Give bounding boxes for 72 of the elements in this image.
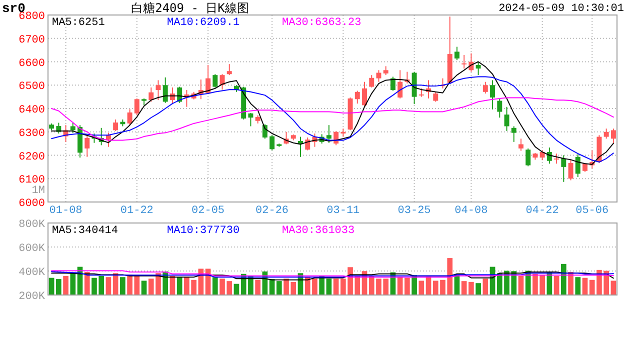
- candlestick: [526, 148, 531, 167]
- text: MA30:361033: [282, 225, 355, 237]
- y-tick-label: 200K: [18, 291, 46, 303]
- y-tick-label: 6600: [18, 58, 45, 70]
- candlestick: [326, 124, 332, 144]
- annotation: 2024-05-09 10:30:01: [498, 3, 624, 15]
- candlestick: [156, 80, 161, 101]
- candlestick: [84, 134, 90, 158]
- y-tick-label: 6500: [18, 81, 45, 94]
- candlestick: [561, 154, 566, 182]
- candlestick: [106, 132, 111, 148]
- x-tick-label: 03-25: [398, 205, 431, 217]
- candlestick: [490, 80, 496, 110]
- candlestick: [226, 64, 232, 76]
- x-tick-label: 04-22: [526, 205, 559, 217]
- candlestick: [462, 54, 467, 70]
- candlestick: [369, 74, 374, 88]
- candlestick: [206, 64, 211, 94]
- candlestick: [504, 106, 510, 132]
- x-tick-label: 02-05: [192, 205, 225, 217]
- line-series: [51, 97, 614, 141]
- candlestick: [610, 128, 616, 144]
- candlestick: [113, 118, 118, 132]
- x-tick-label: 01-22: [120, 205, 154, 217]
- candlestick: [554, 153, 560, 164]
- candlestick: [305, 136, 310, 151]
- candlestick: [497, 98, 502, 118]
- x-tick-label: 04-08: [454, 205, 488, 217]
- candlestick: [362, 81, 367, 107]
- y-tick-label: 400K: [18, 267, 46, 279]
- candlestick: [162, 76, 168, 104]
- x-tick-label: 03-11: [326, 205, 360, 217]
- candlestick: [354, 90, 360, 104]
- candlestick: [433, 91, 438, 102]
- candlestick: [482, 81, 488, 94]
- y-tick-label: 6800: [18, 11, 45, 23]
- text: MA30:6363.23: [282, 17, 362, 29]
- y-tick-label: 6300: [18, 128, 45, 140]
- x-tick-label: 02-26: [256, 205, 289, 217]
- candlestick: [604, 128, 609, 140]
- y-tick-label: 600K: [18, 243, 46, 255]
- y-tick-label: 800K: [18, 219, 46, 231]
- candlestick: [518, 138, 524, 152]
- candlestick: [376, 70, 382, 82]
- candlestick: [398, 70, 403, 99]
- candlestick: [127, 108, 132, 126]
- y-tick-label: 6000: [18, 198, 45, 210]
- line-series: [51, 76, 614, 163]
- text: MA10:6209.1: [167, 17, 240, 29]
- text: 1M: [32, 185, 45, 197]
- y-tick-label: 6400: [18, 104, 45, 116]
- candlestick: [476, 61, 481, 76]
- candlestick: [568, 159, 574, 181]
- x-tick-label: 01-08: [49, 205, 82, 217]
- y-tick-label: 6700: [18, 34, 45, 46]
- chart-title: 白糖2409 - 日K線图: [131, 1, 249, 15]
- y-tick-label: 6100: [18, 174, 45, 187]
- y-tick-label: 6200: [18, 151, 45, 164]
- candlestick: [511, 126, 516, 142]
- candlestick: [134, 98, 140, 116]
- candlestick: [454, 46, 460, 61]
- candlestick: [148, 86, 154, 102]
- candlestick: [270, 134, 275, 151]
- candlestick: [212, 74, 218, 88]
- candlestick: [390, 76, 396, 92]
- text: MA5:6251: [52, 17, 106, 29]
- candlestick: [575, 154, 580, 178]
- text: MA10:377730: [167, 225, 240, 237]
- x-tick-label: 05-06: [576, 205, 609, 217]
- candlestick: [298, 136, 303, 158]
- candlestick: [248, 112, 254, 127]
- text: MA5:340414: [52, 225, 118, 237]
